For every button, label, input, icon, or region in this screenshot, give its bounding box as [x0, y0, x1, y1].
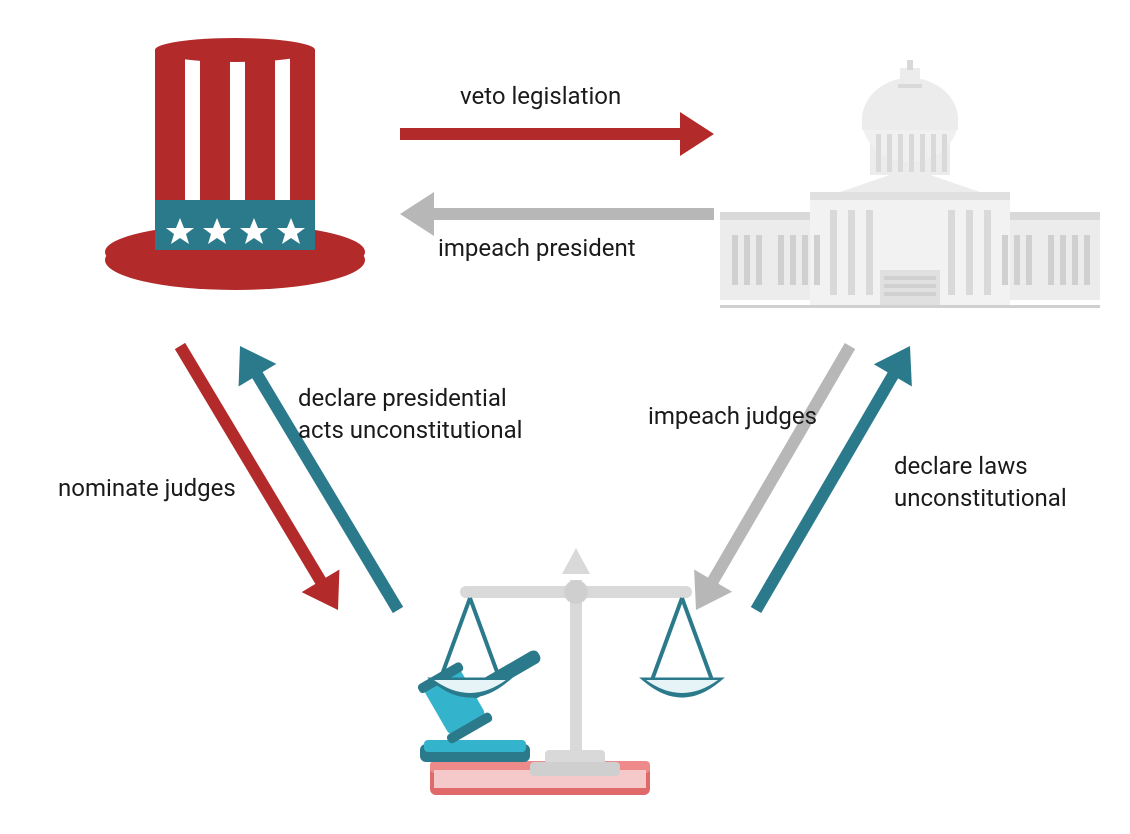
- executive-node: [100, 30, 370, 290]
- label-nominate-judges: nominate judges: [58, 472, 236, 504]
- arrowhead-declare-laws: [874, 346, 912, 386]
- uncle-sam-hat-icon: [100, 30, 370, 290]
- arrowhead-nominate-judges: [302, 570, 340, 610]
- arrowhead-impeach-president: [400, 192, 434, 236]
- label-veto-legislation: veto legislation: [460, 80, 621, 112]
- scales-gavel-icon: [370, 540, 750, 810]
- legislative-node: [720, 60, 1100, 320]
- judicial-node: [370, 540, 750, 810]
- label-declare-presidential-acts: declare presidential acts unconstitution…: [298, 382, 522, 447]
- arrowhead-declare-presidential-acts: [239, 346, 277, 386]
- arrowhead-veto-legislation: [680, 112, 714, 156]
- label-impeach-judges: impeach judges: [648, 400, 817, 432]
- label-impeach-president: impeach president: [438, 232, 636, 264]
- label-declare-laws: declare laws unconstitutional: [894, 450, 1067, 515]
- capitol-building-icon: [720, 60, 1100, 320]
